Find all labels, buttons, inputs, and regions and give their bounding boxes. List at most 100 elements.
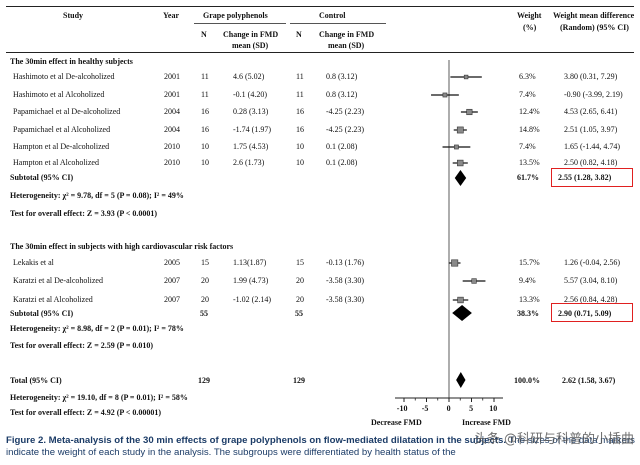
x-tick-label: -10 — [396, 404, 408, 413]
subgroup1-subtotal-highlight — [551, 168, 633, 187]
study-n-treat: 11 — [201, 90, 209, 99]
axis-label-decrease: Decrease FMD — [371, 418, 422, 427]
study-name: Hashimoto et al De-alcoholized — [13, 72, 115, 81]
study-mean-ctrl: 0.8 (3.12) — [326, 72, 358, 81]
caption-rest: The sizes of the data markers indicate t… — [6, 435, 635, 458]
total-overall-effect: Test for overall effect: Z = 4.92 (P < 0… — [10, 408, 162, 417]
study-mean-treat: 1.99 (4.73) — [233, 276, 269, 285]
total-ci: 2.62 (1.58, 3.67) — [562, 376, 616, 385]
subgroup2-overall-effect: Test for overall effect: Z = 2.59 (P = 0… — [10, 341, 154, 350]
x-tick-label: 10 — [489, 404, 498, 413]
pooled-diamond — [454, 170, 467, 186]
study-weight-marker — [456, 126, 464, 134]
subgroup1-subtotal-label: Subtotal (95% CI) — [10, 173, 74, 182]
subgroup2-subtotal-label: Subtotal (95% CI) — [10, 309, 74, 318]
subgroup2-heterogeneity: Heterogeneity: χ² = 8.98, df = 2 (P = 0.… — [10, 324, 184, 333]
study-weight: 14.8% — [519, 125, 540, 134]
study-ci: 1.26 (-0.04, 2.56) — [564, 258, 620, 267]
study-weight-marker — [457, 296, 464, 304]
figure-caption: Figure 2. Meta-analysis of the 30 min ef… — [6, 435, 636, 459]
col-weight-header-1: Weight — [517, 11, 542, 20]
subgroup1-heterogeneity: Heterogeneity: χ² = 9.78, df = 5 (P = 0.… — [10, 191, 184, 200]
pooled-diamond — [452, 305, 472, 321]
study-ci: 2.51 (1.05, 3.97) — [564, 125, 618, 134]
study-name: Papamichael et al Alcoholized — [13, 125, 111, 134]
study-n-treat: 11 — [201, 72, 209, 81]
study-year: 2010 — [164, 142, 180, 151]
study-mean-treat: 4.6 (5.02) — [233, 72, 265, 81]
study-ci: 1.65 (-1.44, 4.74) — [564, 142, 620, 151]
subgroup2-subtotal-n-treat: 55 — [200, 309, 208, 318]
study-mean-ctrl: 0.1 (2.08) — [326, 142, 358, 151]
grape-header-underline — [194, 23, 286, 24]
study-n-treat: 15 — [201, 258, 209, 267]
study-weight-marker — [463, 74, 469, 80]
subgroup1-subtotal-ci: 2.55 (1.28, 3.82) — [558, 173, 612, 182]
total-n-treat: 129 — [198, 376, 210, 385]
header-bottom-rule — [6, 52, 634, 53]
study-n-treat: 20 — [201, 276, 209, 285]
study-year: 2001 — [164, 90, 180, 99]
study-ci: 2.56 (0.84, 4.28) — [564, 295, 618, 304]
subgroup1-title: The 30min effect in healthy subjects — [10, 57, 133, 66]
control-header-underline — [290, 23, 386, 24]
col-wmd-header-1: Weight mean difference — [553, 11, 635, 20]
caption-bold: Figure 2. Meta-analysis of the 30 min ef… — [6, 435, 507, 446]
col-change-treat-header-2: mean (SD) — [232, 41, 269, 50]
study-weight: 15.7% — [519, 258, 540, 267]
subgroup2-subtotal-n-ctrl: 55 — [295, 309, 303, 318]
study-weight: 6.3% — [519, 72, 536, 81]
x-tick-label: 0 — [446, 404, 451, 413]
study-year: 2007 — [164, 276, 180, 285]
axis-label-increase: Increase FMD — [462, 418, 511, 427]
header-top-rule — [6, 6, 634, 7]
col-year-header: Year — [163, 11, 179, 20]
col-wmd-header-2: (Random) (95% CI) — [560, 23, 629, 32]
study-mean-treat: 1.75 (4.53) — [233, 142, 269, 151]
study-weight-marker — [471, 278, 477, 284]
subgroup2-subtotal-highlight — [551, 303, 633, 322]
subgroup1-subtotal-weight: 61.7% — [517, 173, 539, 182]
study-ci: -0.90 (-3.99, 2.19) — [564, 90, 623, 99]
x-tick-label: 5 — [469, 404, 474, 413]
col-study-header: Study — [63, 11, 84, 20]
study-name: Hashimoto et al Alcoholized — [13, 90, 105, 99]
study-name: Karatzi et al De-alcoholized — [13, 276, 103, 285]
study-year: 2004 — [164, 107, 180, 116]
study-mean-ctrl: 0.1 (2.08) — [326, 158, 358, 167]
subgroup1-overall-effect: Test for overall effect: Z = 3.93 (P < 0… — [10, 209, 158, 218]
study-year: 2001 — [164, 72, 180, 81]
study-mean-ctrl: 0.8 (3.12) — [326, 90, 358, 99]
study-ci: 4.53 (2.65, 6.41) — [564, 107, 618, 116]
study-name: Papamichael et al De-alcoholized — [13, 107, 121, 116]
study-year: 2004 — [164, 125, 180, 134]
study-weight: 13.5% — [519, 158, 540, 167]
study-mean-treat: 0.28 (3.13) — [233, 107, 269, 116]
study-mean-ctrl: -4.25 (2.23) — [326, 107, 364, 116]
study-year: 2010 — [164, 158, 180, 167]
study-mean-treat: 1.13(1.87) — [233, 258, 267, 267]
study-weight-marker — [451, 259, 459, 267]
col-control-header: Control — [319, 11, 346, 20]
col-grape-header: Grape polyphenols — [203, 11, 268, 20]
total-n-ctrl: 129 — [293, 376, 305, 385]
total-heterogeneity: Heterogeneity: χ² = 19.10, df = 8 (P = 0… — [10, 393, 188, 402]
study-mean-treat: -0.1 (4.20) — [233, 90, 267, 99]
col-n-ctrl-header: N — [296, 30, 302, 39]
study-ci: 3.80 (0.31, 7.29) — [564, 72, 618, 81]
study-weight: 7.4% — [519, 90, 536, 99]
study-mean-ctrl: -3.58 (3.30) — [326, 295, 364, 304]
col-change-ctrl-header-2: mean (SD) — [328, 41, 365, 50]
study-weight: 7.4% — [519, 142, 536, 151]
study-name: Karatzi et al Alcoholized — [13, 295, 93, 304]
study-weight-marker — [454, 144, 459, 150]
study-n-ctrl: 20 — [296, 276, 304, 285]
study-n-ctrl: 11 — [296, 72, 304, 81]
study-mean-ctrl: -4.25 (2.23) — [326, 125, 364, 134]
study-n-treat: 16 — [201, 107, 209, 116]
study-ci: 5.57 (3.04, 8.10) — [564, 276, 618, 285]
study-mean-ctrl: -0.13 (1.76) — [326, 258, 364, 267]
forest-plot — [395, 60, 503, 402]
study-weight-marker — [457, 159, 464, 167]
study-name: Hampton et al De-alcoholized — [13, 142, 110, 151]
